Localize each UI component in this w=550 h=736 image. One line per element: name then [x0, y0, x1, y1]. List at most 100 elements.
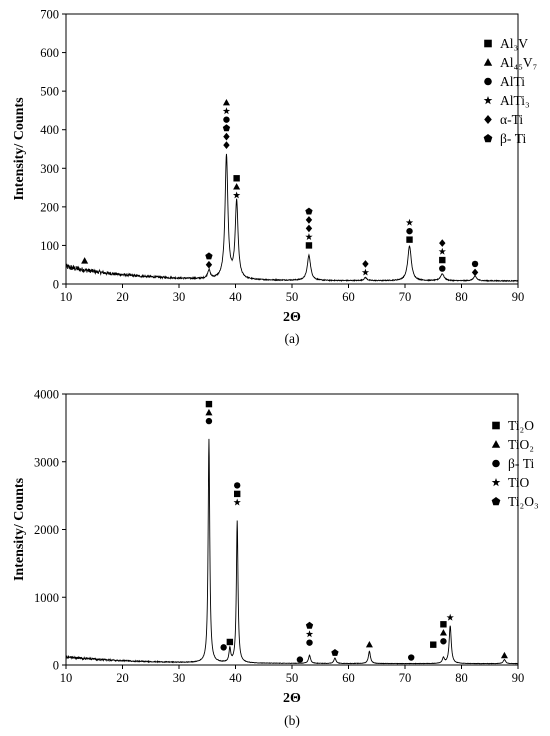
peak-marker-square	[305, 242, 313, 249]
peak-marker-square	[226, 638, 234, 646]
x-tick-label: 90	[512, 290, 525, 304]
legend-label: AlTi₃	[500, 93, 530, 108]
legend-marker-pentagon	[483, 133, 493, 143]
legend-marker-star	[491, 477, 501, 487]
peak-marker-star	[446, 613, 454, 621]
peak-marker-diamond	[471, 268, 479, 277]
peak-marker-circle	[233, 482, 241, 489]
y-tick-label: 200	[40, 200, 59, 214]
peak-marker-star	[405, 218, 414, 226]
peak-marker-circle	[223, 116, 230, 123]
peak-marker-circle	[205, 417, 213, 425]
peak-marker-triangle	[222, 98, 230, 106]
x-tick-label: 70	[399, 671, 412, 685]
legend-marker-triangle	[483, 58, 493, 66]
x-tick-label: 80	[455, 671, 468, 685]
peak-marker-square	[406, 236, 413, 243]
peak-marker-star	[305, 630, 314, 638]
y-tick-label: 600	[40, 46, 59, 60]
figure-caption: (b)	[284, 713, 300, 728]
peak-marker-square	[233, 175, 240, 182]
x-axis-label: 2Θ	[283, 691, 301, 706]
x-tick-label: 30	[173, 290, 186, 304]
y-tick-label: 700	[40, 8, 59, 22]
legend-marker-triangle	[491, 440, 501, 448]
y-tick-label: 0	[53, 278, 59, 292]
panel-b: 10 20 30 40 50 60 70 80 90 0 1000 2000 3000 4000 2Θ Int…	[12, 388, 539, 729]
x-tick-label: 20	[116, 290, 129, 304]
legend-marker-circle	[492, 459, 500, 468]
x-tick-label: 60	[342, 671, 355, 685]
peak-marker-triangle	[233, 183, 241, 190]
legend-label: α-Ti	[500, 112, 523, 127]
peak-marker-circle	[440, 638, 447, 645]
legend-label: Ti₂O	[508, 418, 534, 433]
x-axis-label: 2Θ	[283, 310, 301, 325]
peak-marker-circle	[408, 654, 415, 661]
xrd-pattern-line	[65, 438, 519, 665]
legend-label: Al₃V	[500, 36, 528, 51]
y-tick-label: 500	[40, 85, 59, 99]
y-tick-label: 100	[40, 239, 59, 253]
plot-frame	[65, 393, 519, 666]
legend-label: AlTi	[500, 74, 525, 89]
x-tick-label: 40	[229, 290, 242, 304]
legend-label: Ti₂O₃	[508, 494, 539, 509]
peak-marker-star	[233, 498, 241, 506]
peak-marker-star	[232, 191, 241, 199]
y-tick-label: 4000	[34, 388, 59, 402]
x-tick-label: 50	[286, 671, 299, 685]
x-tick-label: 90	[512, 671, 525, 685]
peak-marker-star	[438, 247, 446, 255]
peak-marker-star	[361, 268, 370, 276]
panel-a: 10 20 30 40 50 60 70 80 90 0 100 200 300 400 500 600 700…	[12, 8, 537, 347]
peak-marker-diamond	[223, 132, 230, 141]
x-tick-label: 80	[455, 290, 468, 304]
y-tick-label: 400	[40, 123, 59, 137]
peak-marker-pentagon	[305, 621, 314, 629]
x-tick-label: 20	[116, 671, 129, 685]
y-axis-label: Intensity/ Counts	[12, 97, 27, 201]
peak-marker-diamond	[305, 216, 313, 224]
peak-marker-diamond	[205, 260, 213, 269]
x-tick-label: 10	[60, 671, 73, 685]
peak-marker-triangle	[365, 640, 373, 648]
x-tick-label: 60	[342, 290, 355, 304]
y-tick-label: 0	[53, 659, 59, 673]
peak-marker-square	[430, 641, 437, 648]
legend: Ti₂O TiO₂ β- Ti TiO Ti₂O₃	[491, 418, 539, 509]
peak-marker-pentagon	[205, 252, 213, 260]
y-axis-label: Intensity/ Counts	[12, 477, 27, 581]
peak-marker-diamond	[362, 260, 369, 268]
y-tick-label: 3000	[34, 455, 59, 469]
xrd-pattern-line	[65, 153, 519, 283]
peak-marker-triangle	[500, 651, 508, 659]
y-tick-label: 2000	[34, 523, 59, 537]
peak-marker-square	[439, 256, 446, 264]
peak-marker-triangle	[439, 629, 447, 636]
peak-marker-diamond	[223, 141, 230, 149]
x-tick-label: 70	[399, 290, 412, 304]
legend: Al₃V Al₄₅V₇ AlTi AlTi₃ α-Ti β- Ti	[483, 36, 537, 146]
peak-marker-circle	[306, 639, 313, 646]
plot-frame	[65, 13, 519, 285]
legend-label: β- Ti	[500, 131, 527, 146]
peak-marker-pentagon	[222, 124, 231, 132]
peak-marker-circle	[296, 656, 304, 663]
legend-label: TiO	[508, 475, 530, 490]
legend-marker-pentagon	[491, 496, 501, 506]
peak-marker-pentagon	[305, 207, 313, 215]
peak-marker-circle	[439, 265, 446, 272]
peak-marker-square	[233, 490, 241, 498]
legend-marker-square	[484, 39, 492, 48]
peak-marker-triangle	[205, 408, 213, 416]
x-tick-label: 50	[286, 290, 299, 304]
peak-marker-pentagon	[331, 648, 339, 656]
peak-marker-diamond	[439, 239, 446, 247]
peak-marker-circle	[406, 227, 413, 235]
legend-label: Al₄₅V₇	[500, 55, 537, 70]
y-tick-label: 1000	[34, 591, 59, 605]
peak-marker-circle	[220, 644, 227, 651]
x-tick-label: 30	[173, 671, 186, 685]
